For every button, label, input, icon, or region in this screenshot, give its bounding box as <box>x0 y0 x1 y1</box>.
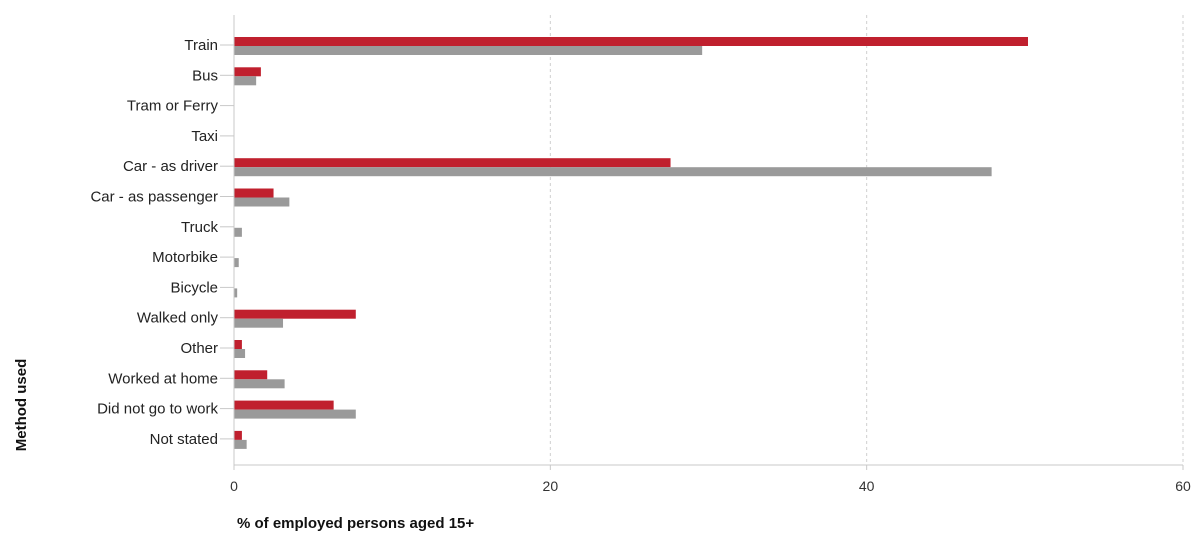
category-labels: Train Bus Tram or Ferry Taxi Car - as driver… <box>90 37 218 448</box>
category-label: Tram or Ferry <box>127 98 219 115</box>
bar-series-1 <box>234 158 671 168</box>
x-axis-title: % of employed persons aged 15+ <box>237 515 474 532</box>
bar-series-1 <box>234 340 242 349</box>
bar-series-2 <box>234 379 285 389</box>
bar-series-1 <box>234 370 268 380</box>
category-label: Bus <box>192 67 218 84</box>
bar-series-2 <box>234 197 290 207</box>
bar-series-2 <box>234 409 356 419</box>
gridlines <box>549 15 1184 465</box>
category-label: Bicycle <box>170 279 218 296</box>
bar-series-2 <box>234 288 238 298</box>
bar-series-1 <box>234 188 274 198</box>
bar-series-1 <box>234 37 1028 46</box>
bar-series-2 <box>234 76 257 86</box>
category-label: Car - as passenger <box>90 189 218 206</box>
bar-series-2 <box>234 167 992 177</box>
category-label: Car - as driver <box>123 158 218 175</box>
bar-series-1 <box>234 430 242 440</box>
bar-series-1 <box>234 309 356 319</box>
bar-series-2 <box>234 227 242 237</box>
x-tick-label: 60 <box>1175 478 1191 494</box>
category-label: Worked at home <box>108 370 218 387</box>
x-tick-label: 40 <box>859 478 875 494</box>
bar-series-2 <box>234 318 284 328</box>
bar-series-1 <box>234 400 334 410</box>
bars <box>234 37 1028 449</box>
y-axis-title: Method used <box>13 359 30 452</box>
bar-series-2 <box>234 439 247 449</box>
category-label: Walked only <box>137 310 219 327</box>
category-label: Other <box>180 340 218 357</box>
bar-series-2 <box>234 46 703 55</box>
category-label: Taxi <box>191 128 218 145</box>
category-label: Not stated <box>150 431 218 448</box>
category-label: Train <box>184 37 218 54</box>
category-label: Did not go to work <box>97 401 218 418</box>
tick-labels: 0 20 40 60 <box>230 478 1191 494</box>
bar-series-1 <box>234 67 261 77</box>
category-label: Truck <box>181 219 218 236</box>
axes <box>220 15 1184 470</box>
x-tick-label: 20 <box>543 478 559 494</box>
category-label: Motorbike <box>152 249 218 266</box>
bar-series-2 <box>234 258 239 268</box>
x-tick-label: 0 <box>230 478 238 494</box>
bar-series-2 <box>234 349 246 358</box>
